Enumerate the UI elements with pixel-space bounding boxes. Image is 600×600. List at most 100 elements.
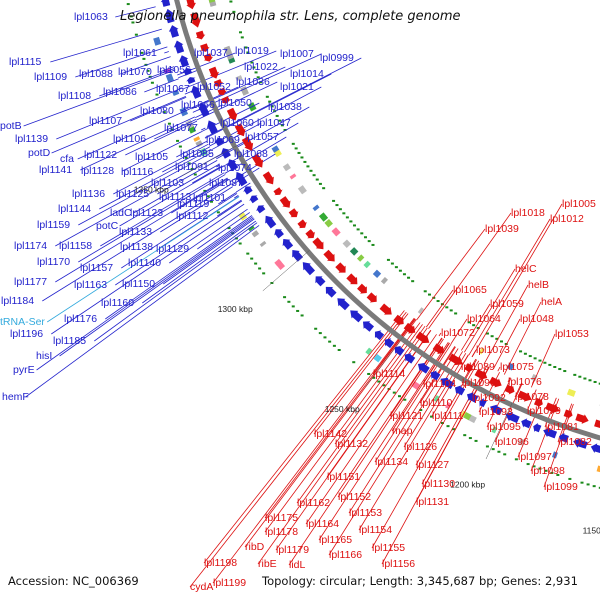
gene-label-lpl1007: lpl1007 [280,48,314,60]
leader-line [204,57,362,138]
cog-block [195,140,203,148]
leader-line [416,228,486,321]
leader-line [201,127,206,131]
cog-block [566,388,576,397]
gc-dots [126,0,600,489]
gc-dot [254,71,258,74]
gc-dot [314,327,318,330]
gc-dot [543,361,547,364]
gc-dot [283,296,287,299]
gc-dot [178,145,182,148]
gene-label-lpl1063: lpl1063 [74,11,108,23]
leader-line [25,225,260,398]
gene-label-lpl1175: lpl1175 [265,512,298,524]
leader-line [530,333,556,388]
minus-strand-gene-arrow [594,419,600,429]
plus-strand-gene-arrow [186,77,196,85]
gc-dot [162,111,166,114]
gc-dot [463,434,467,437]
scale-tick-label: 1250 kbp [325,404,360,414]
gene-label-cfa: cfa [60,153,74,165]
tick-line [485,402,513,460]
gene-label-lpl1141: lpl1141 [39,164,72,176]
gc-dot [371,243,375,246]
gc-dot [423,290,427,293]
gc-dot [131,21,135,24]
plus-strand-gene-arrow [190,85,202,99]
gc-dot [287,300,291,303]
scale-tick-label: 1150 kbp [583,526,600,536]
gc-dot [386,258,390,261]
gc-dot [210,200,214,203]
cog-block [165,73,174,83]
plus-strand-gene-arrow [590,443,600,453]
gene-label-pyre: pyrE [13,364,35,376]
leader-line [389,337,443,417]
backbone-ring [174,0,600,441]
gene-label-lpl1105: lpl1105 [135,151,168,163]
gene-label-lpl1151: lpl1151 [327,471,360,483]
gene-label-lpl1155: lpl1155 [372,542,405,554]
scale-ticks: 1150 kbp 1200 kbp 1250 kbp 1300 kbp 1350 kbp [134,145,600,536]
gene-label-lpl1152: lpl1152 [338,491,371,503]
gc-dot [352,224,356,227]
minus-strand-gene-arrow [335,262,346,273]
leader-line [305,334,437,525]
gc-dot [382,384,386,387]
gc-dot [526,463,530,466]
cog-block [324,218,333,228]
minus-strand-gene-arrow [415,331,430,344]
gene-label-lpl1136: lpl1136 [72,188,105,200]
gene-label-lpl1088: lpl1088 [79,68,113,80]
cog-block [363,260,371,269]
gene-label-lpl1178: lpl1178 [265,526,298,538]
leader-line [56,87,183,140]
leader-line [221,122,299,168]
cog-block [491,426,498,434]
gene-label-lpl1066: lpl1066 [181,99,215,111]
plus-strand-gene-arrow [521,418,532,429]
gc-dot [335,204,339,207]
leader-line [191,66,286,110]
leader-line [483,284,529,365]
cog-block [289,173,297,180]
gc-dot [485,445,489,448]
gc-dot [367,240,371,243]
minus-strand-gene-arrow [448,353,463,366]
gene-label-lpl1111: lpl1111 [432,410,464,422]
leader-line [486,377,512,428]
leader-line [23,69,176,127]
gc-dot [497,450,501,453]
minus-strand-gene-arrow [357,283,367,294]
gene-label-lpl1069: lpl1069 [206,134,240,146]
gene-label-lpl1038: lpl1038 [268,101,302,113]
gc-dot [323,336,327,339]
cog-block [251,230,260,238]
cog-block [349,247,359,256]
leader-line [163,218,255,285]
gc-dot [250,61,254,64]
gene-label-lpl1112: lpl1112 [176,210,208,222]
gene-label-lpl1166: lpl1166 [329,549,362,561]
plus-strand-gene-arrow [533,422,542,433]
gc-dot [262,272,266,275]
gene-label-lpl1056: lpl1056 [157,64,191,76]
leader-line [142,220,257,304]
gc-dot [490,335,494,338]
gene-label-lpl1121: lpl1121 [390,410,423,422]
gc-dot [250,257,254,260]
gc-dot [598,382,600,385]
leader-line [428,212,512,329]
gene-label-lpl1122: lpl1122 [84,149,117,161]
gc-dot [268,100,272,103]
leader-line [497,366,501,372]
minus-strand-gene-arrow [379,303,392,315]
gc-dot [573,373,577,376]
plus-strand-gene-arrow [466,392,479,403]
gc-dot [367,372,371,375]
gc-dot [430,415,434,418]
gene-label-hemf: hemF [2,391,29,403]
leader-line [144,78,179,93]
gene-label-lpl1177: lpl1177 [14,276,47,288]
leader-line [55,177,228,283]
